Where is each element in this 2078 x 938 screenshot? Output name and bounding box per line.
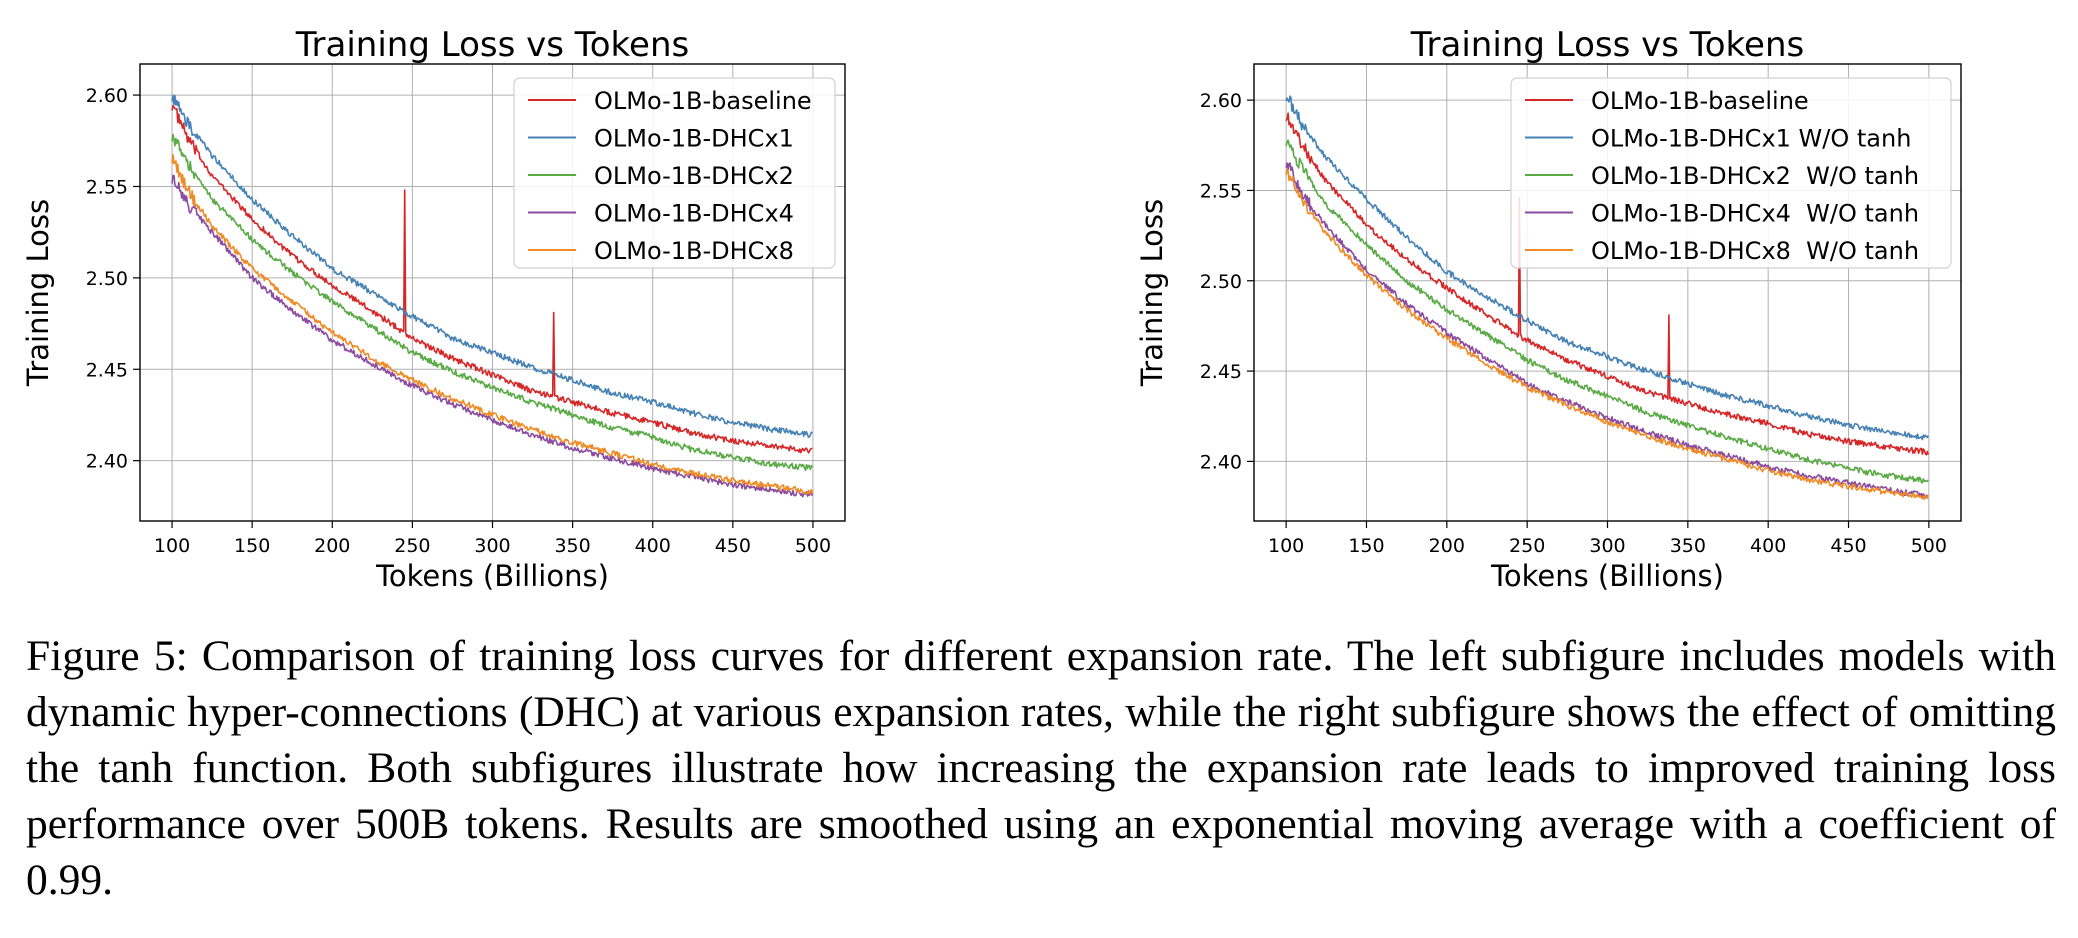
y-tick-label: 2.45 (1200, 361, 1242, 383)
series-line-4 (1285, 162, 1929, 499)
series-group (1285, 95, 1929, 501)
legend-label: OLMo-1B-baseline (1591, 87, 1809, 115)
x-tick-label: 300 (474, 535, 510, 557)
x-tick-label: 200 (314, 535, 350, 557)
x-axis-label: Tokens (Billions) (1490, 559, 1724, 593)
figure: 100 150 200 250 300 350 400 450 500 2.40 2.45 2.50 2… (21, 25, 1962, 593)
series-line-5 (171, 153, 814, 495)
series-line-2 (1285, 95, 1929, 441)
x-tick-label: 350 (554, 535, 590, 557)
y-tick-label: 2.60 (86, 85, 128, 107)
x-tick-label: 100 (154, 535, 190, 557)
legend-label: OLMo-1B-DHCx2 (594, 162, 794, 190)
x-tick-label: 350 (1670, 535, 1706, 557)
x-tick-label: 400 (635, 535, 671, 557)
x-tick-label: 150 (234, 535, 270, 557)
figure-caption: Figure 5: Comparison of training loss cu… (26, 632, 2056, 904)
legend-label: OLMo-1B-baseline (594, 87, 812, 115)
y-tick-label: 2.60 (1200, 90, 1242, 112)
y-axis-label: Training Loss (1135, 199, 1169, 387)
legend-label: OLMo-1B-DHCx1 W/O tanh (1591, 125, 1911, 153)
x-tick-label: 400 (1750, 535, 1786, 557)
chart-1: 100 150 200 250 300 350 400 450 500 2.40 2.45 2.50 2… (21, 25, 846, 593)
x-tick-label: 500 (795, 535, 831, 557)
y-tick-label: 2.40 (1200, 451, 1242, 473)
x-tick-label: 450 (1830, 535, 1866, 557)
x-tick-label: 500 (1911, 535, 1947, 557)
series-line-5 (1285, 168, 1929, 501)
y-tick-label: 2.50 (86, 268, 128, 290)
y-tick-label: 2.50 (1200, 271, 1242, 293)
x-tick-label: 100 (1268, 535, 1304, 557)
x-tick-label: 250 (1509, 535, 1545, 557)
legend: OLMo-1B-baseline OLMo-1B-DHCx1 OLMo-1B-DHC… (513, 77, 836, 269)
chart-title: Training Loss vs Tokens (295, 25, 689, 65)
legend-label: OLMo-1B-DHCx8 W/O tanh (1591, 237, 1919, 265)
legend-label: OLMo-1B-DHCx1 (594, 125, 794, 153)
legend-box (1510, 77, 1952, 269)
legend-label: OLMo-1B-DHCx2 W/O tanh (1591, 162, 1919, 190)
legend-label: OLMo-1B-DHCx4 (594, 200, 794, 228)
y-tick-label: 2.55 (86, 176, 128, 198)
chart-2: 100 150 200 250 300 350 400 450 500 2.40 2.45 2.50 2… (1135, 25, 1962, 593)
y-axis-label: Training Loss (21, 199, 55, 387)
y-tick-label: 2.55 (1200, 180, 1242, 202)
series-line-1 (171, 105, 813, 454)
x-tick-label: 300 (1589, 535, 1625, 557)
chart-title: Training Loss vs Tokens (1410, 25, 1804, 65)
x-axis-label: Tokens (Billions) (375, 559, 609, 593)
series-line-1 (1285, 112, 1929, 456)
y-tick-label: 2.45 (86, 359, 128, 381)
x-tick-label: 200 (1429, 535, 1465, 557)
x-tick-label: 150 (1348, 535, 1384, 557)
legend-label: OLMo-1B-DHCx4 W/O tanh (1591, 200, 1919, 228)
y-tick-label: 2.40 (86, 451, 128, 473)
legend-box (513, 77, 836, 269)
legend-label: OLMo-1B-DHCx8 (594, 237, 794, 265)
x-tick-label: 450 (715, 535, 751, 557)
series-line-3 (1285, 139, 1929, 484)
series-line-2 (171, 94, 813, 438)
series-line-3 (171, 133, 814, 471)
series-group (171, 94, 814, 498)
x-tick-label: 250 (394, 535, 430, 557)
legend: OLMo-1B-baseline OLMo-1B-DHCx1 W/O tanh OL… (1510, 77, 1952, 269)
series-line-4 (171, 174, 814, 498)
